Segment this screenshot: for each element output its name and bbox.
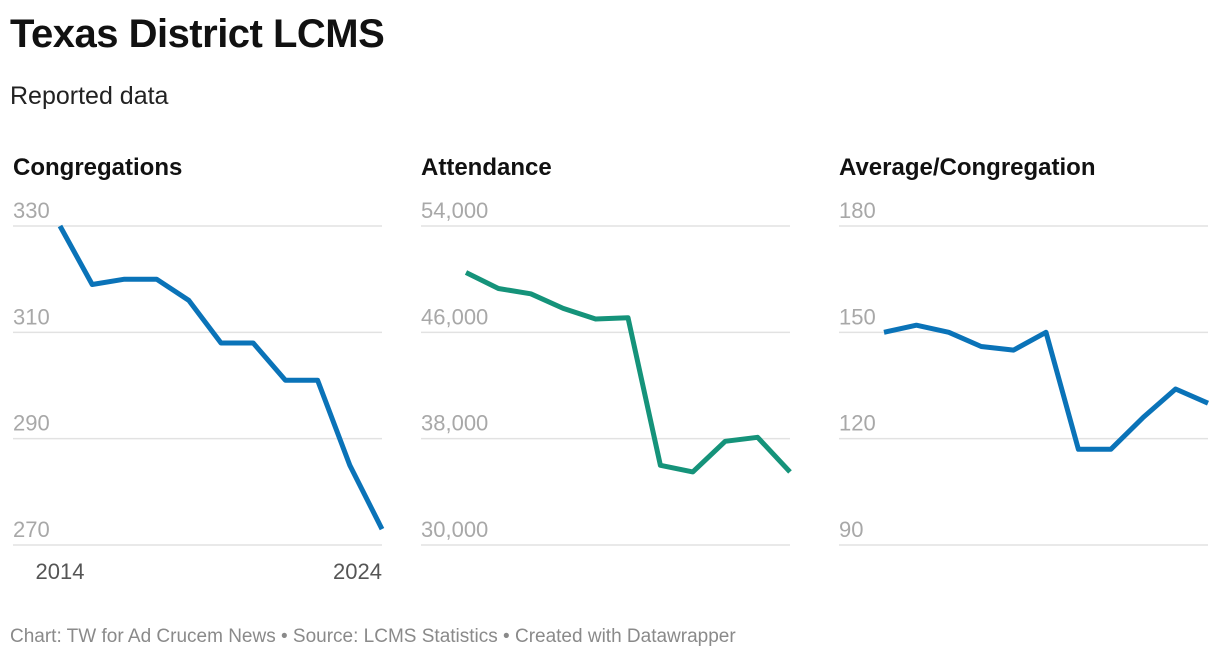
y-tick-label: 330 <box>13 198 50 223</box>
panel-title-attendance: Attendance <box>421 154 552 181</box>
y-tick-label: 270 <box>13 517 50 542</box>
series-line <box>464 270 792 475</box>
y-tick-label: 38,000 <box>421 411 488 436</box>
series-line <box>883 322 1210 452</box>
y-tick-label: 120 <box>839 411 876 436</box>
panel-title-congregations: Congregations <box>13 154 183 181</box>
x-tick-label: 2014 <box>36 559 85 584</box>
series-line <box>57 224 385 531</box>
panel-attendance: Attendance 54,000 46,000 38,000 30,000 <box>418 150 798 590</box>
y-tick-label: 90 <box>839 517 863 542</box>
y-tick-label: 290 <box>13 411 50 436</box>
y-tick-label: 150 <box>839 304 876 329</box>
congregations-line-chart: 330 310 290 270 2014 2024 <box>13 198 385 584</box>
x-tick-label: 2024 <box>333 559 382 584</box>
panel-congregations: Congregations 330 310 290 270 2014 2024 <box>10 150 390 590</box>
y-tick-label: 30,000 <box>421 517 488 542</box>
y-tick-label: 46,000 <box>421 304 488 329</box>
panel-title-average-congregation: Average/Congregation <box>839 154 1096 181</box>
panel-average-congregation: Average/Congregation 180 150 120 90 <box>836 150 1216 590</box>
chart-subtitle: Reported data <box>10 82 169 110</box>
y-tick-label: 310 <box>13 304 50 329</box>
y-tick-label: 180 <box>839 198 876 223</box>
chart-title: Texas District LCMS <box>10 12 385 56</box>
chart-footer-credits: Chart: TW for Ad Crucem News • Source: L… <box>10 626 736 647</box>
average-congregation-line-chart: 180 150 120 90 <box>839 198 1210 546</box>
y-tick-label: 54,000 <box>421 198 488 223</box>
attendance-line-chart: 54,000 46,000 38,000 30,000 <box>421 198 792 546</box>
